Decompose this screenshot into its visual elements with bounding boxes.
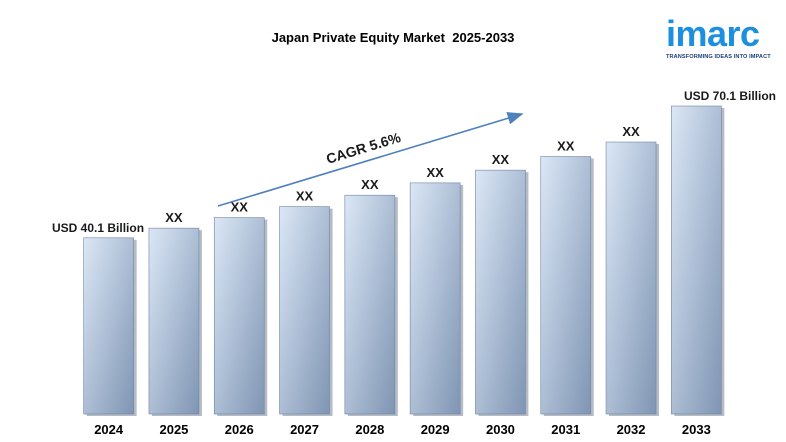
x-tick-label-2025: 2025 <box>159 422 188 437</box>
imarc-logo: imarc TRANSFORMING IDEAS INTO IMPACT <box>664 10 776 62</box>
x-tick-label-2028: 2028 <box>355 422 384 437</box>
x-tick-label-2030: 2030 <box>486 422 515 437</box>
chart-title-text: Japan Private Equity Market <box>271 30 445 45</box>
x-tick-labels-group: 2024 2025 2026 2027 2028 2029 2030 2031 2032 2033 <box>94 422 711 437</box>
x-tick-label-2033: 2033 <box>682 422 711 437</box>
chart-title: Japan Private Equity Market 2025-2033 <box>0 30 786 45</box>
bar-2032 <box>605 141 657 415</box>
x-tick-label-2029: 2029 <box>421 422 450 437</box>
bar-2025 <box>148 227 200 415</box>
bar-2026 <box>213 217 265 415</box>
data-label-2028: XX <box>361 177 379 192</box>
data-label-2024: USD 40.1 Billion <box>52 221 144 235</box>
x-tick-label-2027: 2027 <box>290 422 319 437</box>
x-tick-label-2031: 2031 <box>551 422 580 437</box>
cagr-arrow <box>217 112 524 207</box>
logo-word: imarc <box>666 13 760 54</box>
x-tick-label-2026: 2026 <box>225 422 254 437</box>
bar-2030 <box>475 169 526 415</box>
bar-2027 <box>279 206 330 415</box>
data-label-2031: XX <box>557 139 575 154</box>
bar-2033 <box>671 105 722 415</box>
x-tick-label-2032: 2032 <box>617 422 646 437</box>
bar-2031 <box>540 156 592 415</box>
data-label-2030: XX <box>492 152 510 167</box>
data-label-2033: USD 70.1 Billion <box>684 89 776 103</box>
data-label-2026: XX <box>231 200 249 215</box>
data-labels-group: USD 40.1 Billion XX XX XX XX XX XX XX XX USD 70.1… <box>52 89 776 235</box>
bar-2029 <box>409 182 461 415</box>
data-label-2032: XX <box>622 124 640 139</box>
bars-group <box>83 105 725 416</box>
bar-2024 <box>83 237 134 415</box>
chart-title-period: 2025-2033 <box>452 30 515 45</box>
data-label-2025: XX <box>165 210 183 225</box>
data-label-2029: XX <box>426 165 444 180</box>
logo-tagline: TRANSFORMING IDEAS INTO IMPACT <box>666 54 771 60</box>
x-tick-label-2024: 2024 <box>94 422 124 437</box>
data-label-2027: XX <box>296 189 314 204</box>
bar-2028 <box>344 194 396 415</box>
